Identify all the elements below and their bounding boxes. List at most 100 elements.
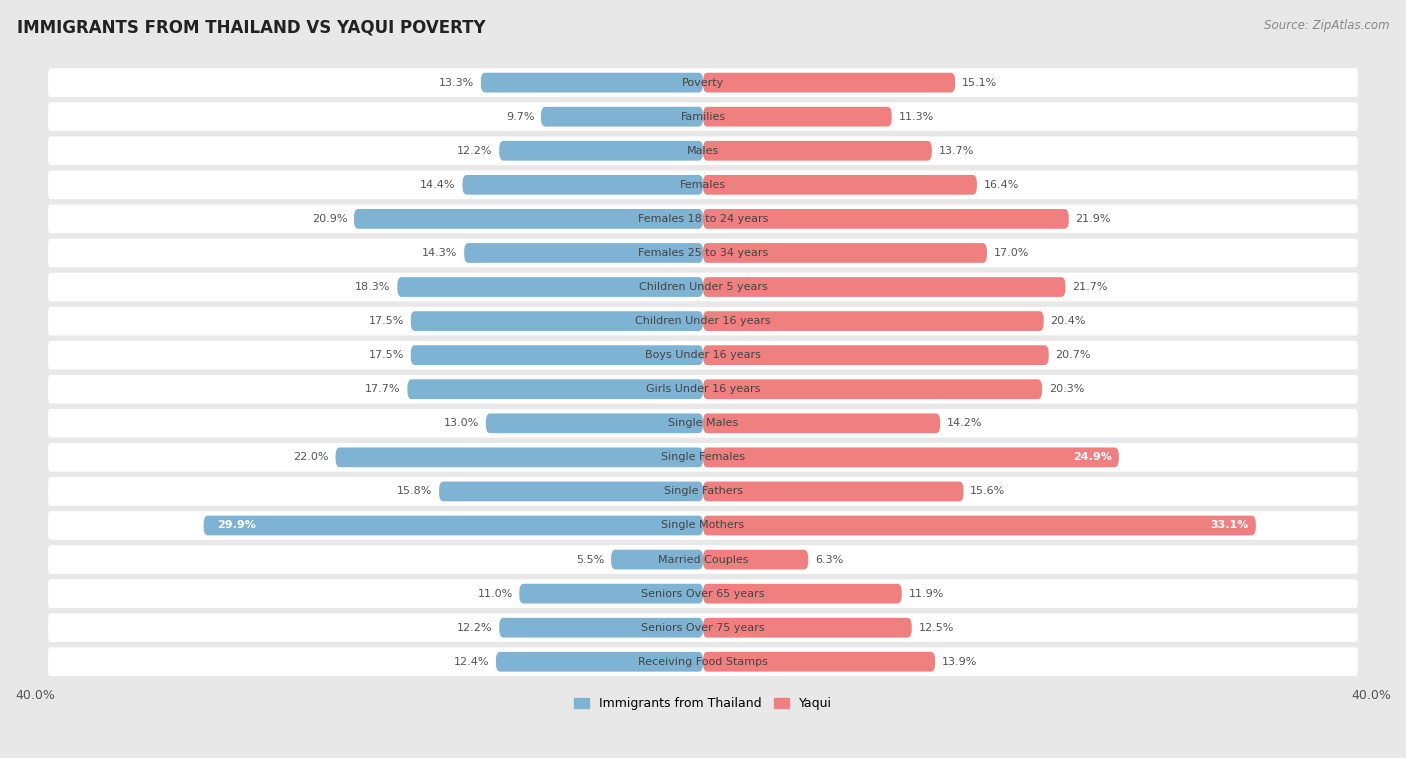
Text: 22.0%: 22.0%: [294, 453, 329, 462]
Text: Families: Families: [681, 111, 725, 122]
FancyBboxPatch shape: [411, 346, 703, 365]
Text: 15.6%: 15.6%: [970, 487, 1005, 496]
Text: 17.7%: 17.7%: [366, 384, 401, 394]
Text: 17.0%: 17.0%: [994, 248, 1029, 258]
FancyBboxPatch shape: [703, 107, 891, 127]
Text: 20.9%: 20.9%: [312, 214, 347, 224]
FancyBboxPatch shape: [48, 409, 1358, 437]
FancyBboxPatch shape: [48, 239, 1358, 268]
FancyBboxPatch shape: [703, 209, 1069, 229]
Text: Single Fathers: Single Fathers: [664, 487, 742, 496]
Text: Males: Males: [688, 146, 718, 155]
FancyBboxPatch shape: [703, 243, 987, 263]
Text: 13.0%: 13.0%: [444, 418, 479, 428]
FancyBboxPatch shape: [703, 141, 932, 161]
Text: 17.5%: 17.5%: [368, 350, 404, 360]
FancyBboxPatch shape: [499, 618, 703, 637]
Text: Girls Under 16 years: Girls Under 16 years: [645, 384, 761, 394]
Text: Children Under 5 years: Children Under 5 years: [638, 282, 768, 292]
FancyBboxPatch shape: [439, 481, 703, 501]
Text: 12.5%: 12.5%: [918, 623, 953, 633]
Text: 16.4%: 16.4%: [984, 180, 1019, 190]
Text: Females 18 to 24 years: Females 18 to 24 years: [638, 214, 768, 224]
FancyBboxPatch shape: [48, 613, 1358, 642]
FancyBboxPatch shape: [463, 175, 703, 195]
FancyBboxPatch shape: [48, 136, 1358, 165]
Text: Females 25 to 34 years: Females 25 to 34 years: [638, 248, 768, 258]
Text: 20.7%: 20.7%: [1056, 350, 1091, 360]
FancyBboxPatch shape: [703, 312, 1043, 331]
FancyBboxPatch shape: [48, 102, 1358, 131]
Text: 24.9%: 24.9%: [1073, 453, 1112, 462]
FancyBboxPatch shape: [496, 652, 703, 672]
Text: Seniors Over 75 years: Seniors Over 75 years: [641, 623, 765, 633]
Text: 18.3%: 18.3%: [356, 282, 391, 292]
FancyBboxPatch shape: [408, 379, 703, 399]
FancyBboxPatch shape: [48, 68, 1358, 97]
FancyBboxPatch shape: [612, 550, 703, 569]
Text: 21.9%: 21.9%: [1076, 214, 1111, 224]
FancyBboxPatch shape: [703, 584, 901, 603]
Text: Boys Under 16 years: Boys Under 16 years: [645, 350, 761, 360]
Text: 21.7%: 21.7%: [1073, 282, 1108, 292]
FancyBboxPatch shape: [48, 443, 1358, 471]
FancyBboxPatch shape: [703, 175, 977, 195]
FancyBboxPatch shape: [48, 579, 1358, 608]
FancyBboxPatch shape: [411, 312, 703, 331]
Legend: Immigrants from Thailand, Yaqui: Immigrants from Thailand, Yaqui: [569, 692, 837, 715]
Text: 29.9%: 29.9%: [217, 521, 256, 531]
FancyBboxPatch shape: [703, 550, 808, 569]
Text: 13.7%: 13.7%: [938, 146, 974, 155]
Text: 13.3%: 13.3%: [439, 77, 474, 88]
Text: 13.9%: 13.9%: [942, 656, 977, 667]
FancyBboxPatch shape: [48, 341, 1358, 369]
Text: 9.7%: 9.7%: [506, 111, 534, 122]
Text: 11.9%: 11.9%: [908, 589, 943, 599]
Text: 33.1%: 33.1%: [1211, 521, 1249, 531]
FancyBboxPatch shape: [703, 413, 941, 433]
FancyBboxPatch shape: [398, 277, 703, 297]
FancyBboxPatch shape: [48, 545, 1358, 574]
Text: 14.2%: 14.2%: [946, 418, 983, 428]
FancyBboxPatch shape: [703, 515, 1256, 535]
Text: Children Under 16 years: Children Under 16 years: [636, 316, 770, 326]
Text: 11.3%: 11.3%: [898, 111, 934, 122]
Text: 15.1%: 15.1%: [962, 77, 997, 88]
FancyBboxPatch shape: [499, 141, 703, 161]
Text: 20.3%: 20.3%: [1049, 384, 1084, 394]
FancyBboxPatch shape: [703, 481, 963, 501]
Text: 17.5%: 17.5%: [368, 316, 404, 326]
FancyBboxPatch shape: [703, 277, 1066, 297]
FancyBboxPatch shape: [703, 618, 911, 637]
Text: Married Couples: Married Couples: [658, 555, 748, 565]
Text: 15.8%: 15.8%: [396, 487, 433, 496]
FancyBboxPatch shape: [48, 171, 1358, 199]
FancyBboxPatch shape: [703, 73, 955, 92]
Text: 12.2%: 12.2%: [457, 623, 492, 633]
FancyBboxPatch shape: [703, 652, 935, 672]
Text: 6.3%: 6.3%: [815, 555, 844, 565]
FancyBboxPatch shape: [204, 515, 703, 535]
Text: Females: Females: [681, 180, 725, 190]
FancyBboxPatch shape: [48, 477, 1358, 506]
Text: 14.4%: 14.4%: [420, 180, 456, 190]
Text: 20.4%: 20.4%: [1050, 316, 1085, 326]
FancyBboxPatch shape: [48, 307, 1358, 335]
FancyBboxPatch shape: [519, 584, 703, 603]
Text: 11.0%: 11.0%: [478, 589, 513, 599]
FancyBboxPatch shape: [464, 243, 703, 263]
Text: Single Females: Single Females: [661, 453, 745, 462]
Text: Seniors Over 65 years: Seniors Over 65 years: [641, 589, 765, 599]
Text: Single Males: Single Males: [668, 418, 738, 428]
FancyBboxPatch shape: [48, 511, 1358, 540]
FancyBboxPatch shape: [703, 379, 1042, 399]
Text: Source: ZipAtlas.com: Source: ZipAtlas.com: [1264, 19, 1389, 32]
Text: IMMIGRANTS FROM THAILAND VS YAQUI POVERTY: IMMIGRANTS FROM THAILAND VS YAQUI POVERT…: [17, 19, 485, 37]
FancyBboxPatch shape: [48, 647, 1358, 676]
FancyBboxPatch shape: [48, 375, 1358, 403]
FancyBboxPatch shape: [336, 447, 703, 467]
FancyBboxPatch shape: [48, 205, 1358, 233]
FancyBboxPatch shape: [481, 73, 703, 92]
Text: 12.4%: 12.4%: [454, 656, 489, 667]
Text: 5.5%: 5.5%: [576, 555, 605, 565]
